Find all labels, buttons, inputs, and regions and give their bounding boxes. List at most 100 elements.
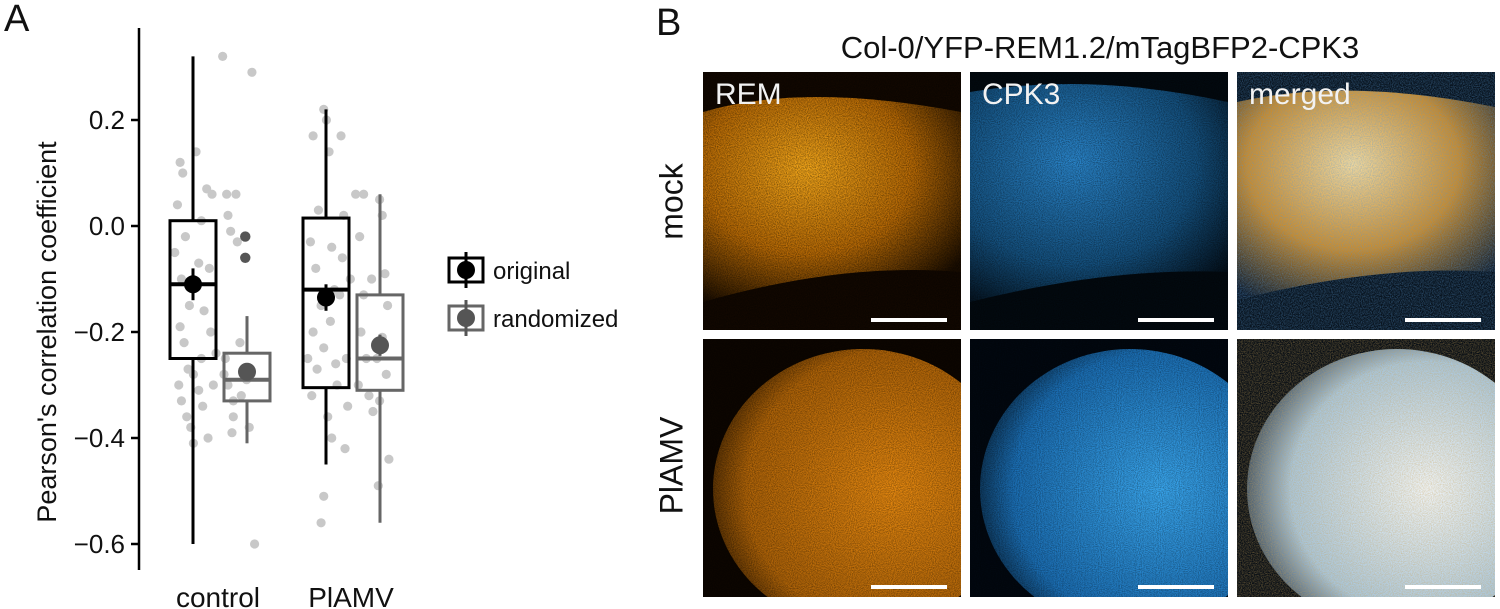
image-mock-rem: REM — [703, 72, 961, 330]
legend-item-original: original — [447, 252, 570, 288]
data-point — [206, 327, 216, 337]
data-point — [327, 433, 337, 443]
legend-label: original — [493, 258, 570, 285]
box-iqr — [355, 293, 405, 392]
data-point — [182, 412, 192, 422]
box-iqr — [222, 351, 272, 403]
image-plamv-cpk3 — [970, 339, 1228, 597]
data-point — [228, 412, 238, 422]
outlier-point — [240, 231, 251, 242]
tile-label-merged: merged — [1249, 78, 1351, 111]
data-point — [303, 353, 313, 364]
data-point — [247, 67, 257, 77]
data-point — [249, 539, 260, 549]
image-mock-cpk3: CPK3 — [970, 72, 1228, 330]
data-point — [204, 263, 214, 273]
data-point — [367, 274, 377, 284]
data-point — [222, 189, 232, 199]
data-point — [174, 380, 184, 390]
data-point — [327, 242, 337, 252]
data-point — [364, 391, 374, 401]
tile-label-cpk3: CPK3 — [982, 78, 1061, 111]
data-point — [316, 518, 326, 528]
data-point — [381, 369, 391, 379]
data-point — [176, 396, 187, 406]
x-tick-label: PlAMV — [308, 582, 394, 609]
data-point — [313, 205, 324, 215]
row-label-plamv: PlAMV — [653, 416, 690, 515]
data-point — [235, 338, 245, 348]
data-point — [308, 327, 318, 337]
data-point — [172, 200, 183, 210]
y-tick-label: 0.2 — [89, 105, 125, 135]
tile-label-rem: REM — [715, 78, 782, 111]
data-point — [178, 168, 188, 178]
data-point — [175, 157, 185, 167]
data-point — [226, 226, 236, 236]
data-point — [175, 322, 185, 332]
y-tick-label: −0.6 — [74, 529, 125, 559]
row-label-mock: mock — [653, 163, 690, 240]
data-point — [207, 189, 217, 199]
outlier-point — [240, 252, 251, 263]
data-point — [308, 131, 318, 141]
box-original-PlAMV — [301, 109, 351, 465]
legend-key-point — [457, 309, 475, 327]
legend-item-randomized: randomized — [447, 300, 618, 336]
legend-key-point — [457, 261, 475, 279]
data-point — [184, 300, 195, 311]
box-randomized-PlAMV — [355, 194, 405, 523]
data-point — [343, 401, 353, 411]
data-point — [176, 274, 187, 284]
box-original-control — [168, 56, 218, 544]
scale-bar — [1405, 585, 1481, 589]
box-iqr — [301, 216, 351, 390]
scale-bar — [1138, 318, 1214, 322]
data-point — [305, 237, 316, 247]
data-point — [203, 433, 213, 443]
data-point — [232, 237, 242, 247]
y-tick-label: 0.0 — [89, 211, 125, 241]
panel-label-a: A — [4, 0, 30, 40]
scale-bar — [871, 585, 947, 589]
mean-point — [371, 336, 389, 355]
data-point — [170, 247, 180, 258]
mean-point — [317, 288, 335, 307]
data-point — [359, 189, 369, 199]
data-point — [194, 385, 204, 395]
mean-point — [238, 362, 256, 381]
data-point — [351, 189, 361, 199]
scale-bar — [871, 318, 947, 322]
y-axis-label: Pearson's correlation coefficient — [32, 141, 62, 523]
data-point — [199, 306, 209, 316]
boxplot-chart: −0.6 −0.4 −0.2 0.0 0.2 Pearson's correlation … — [32, 28, 618, 609]
data-point — [331, 359, 341, 369]
data-point — [312, 364, 322, 374]
data-point — [198, 401, 208, 411]
data-point — [382, 300, 393, 311]
data-point — [208, 380, 218, 390]
data-point — [231, 189, 241, 199]
data-point — [236, 391, 246, 401]
data-point — [319, 343, 329, 353]
y-tick-label: −0.2 — [74, 317, 125, 347]
micrograph-title: Col-0/YFP-REM1.2/mTagBFP2-CPK3 — [840, 30, 1360, 65]
data-point — [227, 428, 237, 438]
data-point — [319, 491, 329, 501]
scale-bar — [1405, 318, 1481, 322]
data-point — [336, 131, 346, 141]
data-point — [355, 232, 365, 242]
data-point — [368, 406, 378, 417]
data-point — [223, 380, 233, 390]
data-point — [223, 210, 233, 220]
data-point — [307, 391, 317, 401]
data-point — [384, 454, 394, 464]
mean-point — [184, 275, 202, 294]
data-point — [380, 269, 390, 279]
data-point — [356, 327, 366, 337]
box-randomized-control — [222, 316, 272, 444]
x-tick-label: control — [176, 582, 260, 609]
image-plamv-merged — [1237, 339, 1495, 597]
image-mock-merged: merged — [1237, 72, 1495, 330]
box-iqr — [168, 219, 218, 360]
